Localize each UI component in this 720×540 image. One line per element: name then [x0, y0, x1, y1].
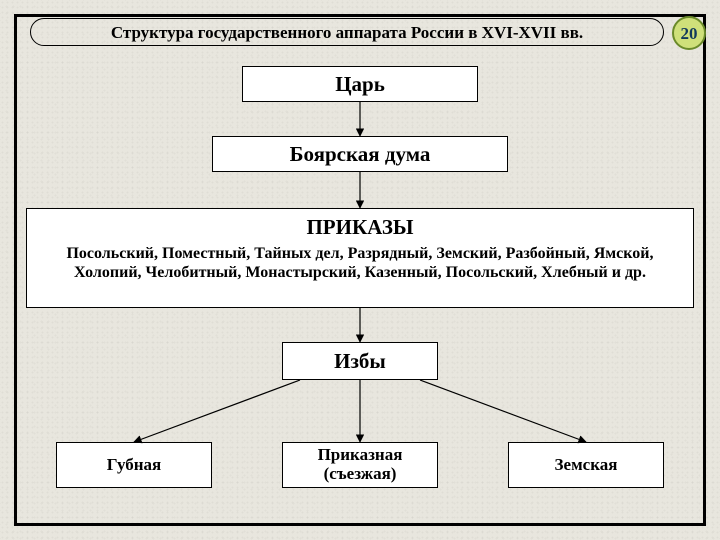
node-tsar: Царь [242, 66, 478, 102]
node-prikazy-label: ПРИКАЗЫ [306, 215, 413, 240]
node-prikaznaya-label: Приказная [318, 446, 403, 465]
node-zemskaya-label: Земская [555, 455, 618, 475]
page-number-badge: 20 [672, 16, 706, 50]
node-duma-label: Боярская дума [290, 142, 431, 167]
node-zemskaya: Земская [508, 442, 664, 488]
node-prikaznaya-sub: (съезжая) [324, 465, 397, 484]
page-title-text: Структура государственного аппарата Росс… [111, 23, 583, 42]
node-prikazy-detail: Посольский, Поместный, Тайных дел, Разря… [27, 240, 693, 288]
node-izby-label: Избы [334, 349, 386, 374]
node-gubnaya-label: Губная [107, 455, 161, 475]
node-prikazy: ПРИКАЗЫ Посольский, Поместный, Тайных де… [26, 208, 694, 308]
node-gubnaya: Губная [56, 442, 212, 488]
node-izby: Избы [282, 342, 438, 380]
node-prikaznaya: Приказная (съезжая) [282, 442, 438, 488]
page-title: Структура государственного аппарата Росс… [30, 18, 664, 46]
page-number: 20 [681, 24, 698, 43]
node-tsar-label: Царь [335, 72, 385, 97]
node-duma: Боярская дума [212, 136, 508, 172]
